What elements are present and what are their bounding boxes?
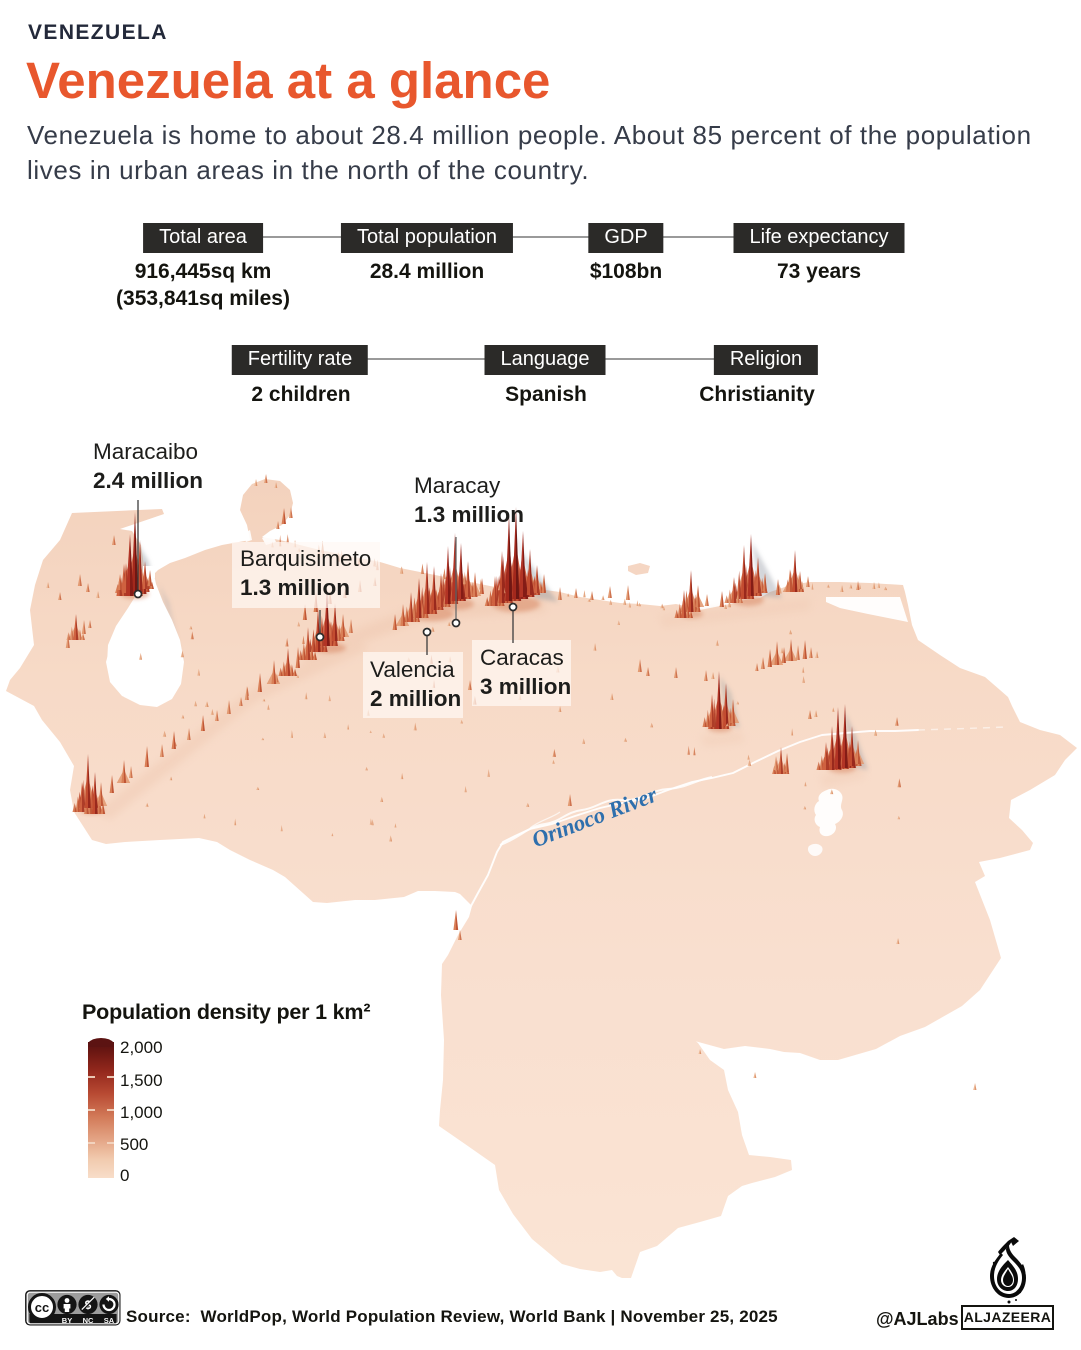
svg-text:BY: BY bbox=[62, 1316, 72, 1325]
svg-text:NC: NC bbox=[83, 1316, 94, 1325]
svg-text:SA: SA bbox=[104, 1316, 115, 1325]
svg-text:cc: cc bbox=[35, 1300, 49, 1315]
svg-text:Orinoco River: Orinoco River bbox=[528, 782, 660, 853]
